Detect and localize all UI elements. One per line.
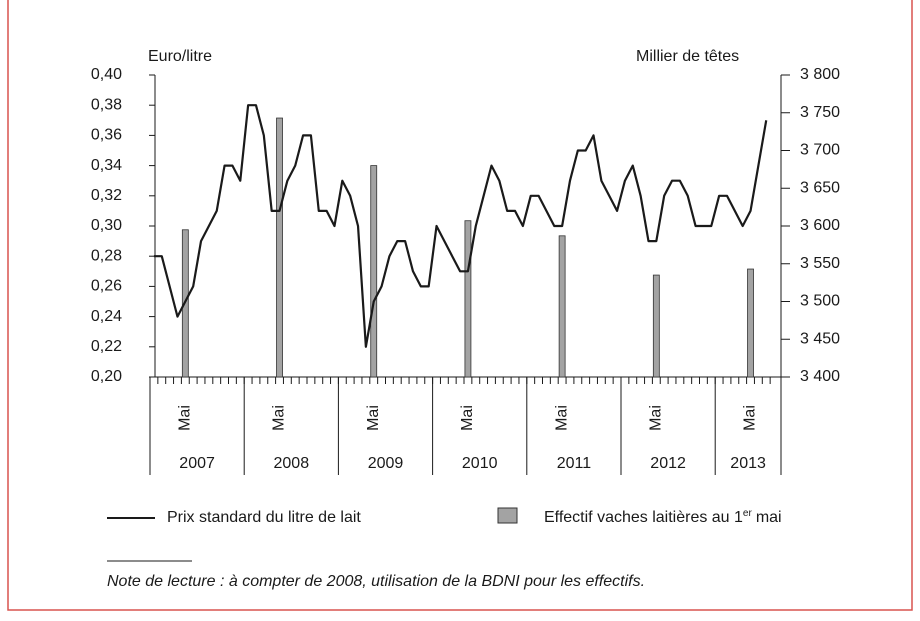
frame — [7, 0, 913, 611]
legend-label: Prix standard du litre de lait — [167, 509, 361, 526]
y2-tick-label: 3 400 — [800, 368, 840, 385]
x-tick-label: Mai — [271, 405, 288, 431]
x-tick-label: Mai — [459, 405, 476, 431]
year-label: 2009 — [368, 455, 404, 472]
y2-tick-label: 3 650 — [800, 179, 840, 196]
year-label: 2008 — [274, 455, 310, 472]
y-tick-label: 0,22 — [91, 338, 122, 355]
year-label: 2007 — [179, 455, 215, 472]
x-tick-label: Mai — [742, 405, 759, 431]
y-tick-label: 0,40 — [91, 66, 122, 83]
x-tick-label: Mai — [648, 405, 665, 431]
y2-axis-label: Millier de têtes — [636, 48, 739, 65]
x-tick-label: Mai — [177, 405, 194, 431]
y2-tick-label: 3 450 — [800, 330, 840, 347]
bar — [276, 117, 283, 378]
bar — [652, 274, 660, 378]
y2-tick-label: 3 800 — [800, 66, 840, 83]
y2-tick-label: 3 750 — [800, 104, 840, 121]
year-label: 2010 — [462, 455, 498, 472]
y-tick-label: 0,30 — [91, 217, 122, 234]
note: Note de lecture : à compter de 2008, uti… — [107, 573, 645, 590]
bar — [558, 235, 566, 378]
y-tick-label: 0,34 — [91, 157, 122, 174]
bar — [464, 220, 472, 378]
y-tick-label: 0,26 — [91, 278, 122, 295]
x-tick-label: Mai — [365, 405, 382, 431]
legend-label-main: Effectif vaches laitières au 1 — [544, 509, 743, 526]
y-axis-label: Euro/litre — [148, 48, 212, 65]
y2-tick-label: 3 500 — [800, 293, 840, 310]
x-tick-label: Mai — [553, 405, 570, 431]
y2-tick-label: 3 550 — [800, 255, 840, 272]
legend-label-sup: er — [743, 508, 753, 519]
year-label: 2011 — [557, 455, 592, 472]
y-tick-label: 0,28 — [91, 247, 122, 264]
y2-tick-label: 3 600 — [800, 217, 840, 234]
year-label: 2012 — [650, 455, 686, 472]
y-tick-label: 0,38 — [91, 96, 122, 113]
y-tick-label: 0,36 — [91, 127, 122, 144]
price-line — [153, 104, 768, 348]
y-tick-label: 0,32 — [91, 187, 122, 204]
bar — [747, 268, 754, 378]
legend-bar-swatch — [497, 507, 518, 524]
year-label: 2013 — [730, 455, 766, 472]
y-tick-label: 0,24 — [91, 308, 122, 325]
y-tick-label: 0,20 — [91, 368, 122, 385]
legend-label-tail: mai — [756, 509, 782, 526]
legend-label: Effectif vaches laitières au 1er mai — [544, 508, 782, 527]
y2-tick-label: 3 700 — [800, 142, 840, 159]
bar — [370, 165, 378, 378]
